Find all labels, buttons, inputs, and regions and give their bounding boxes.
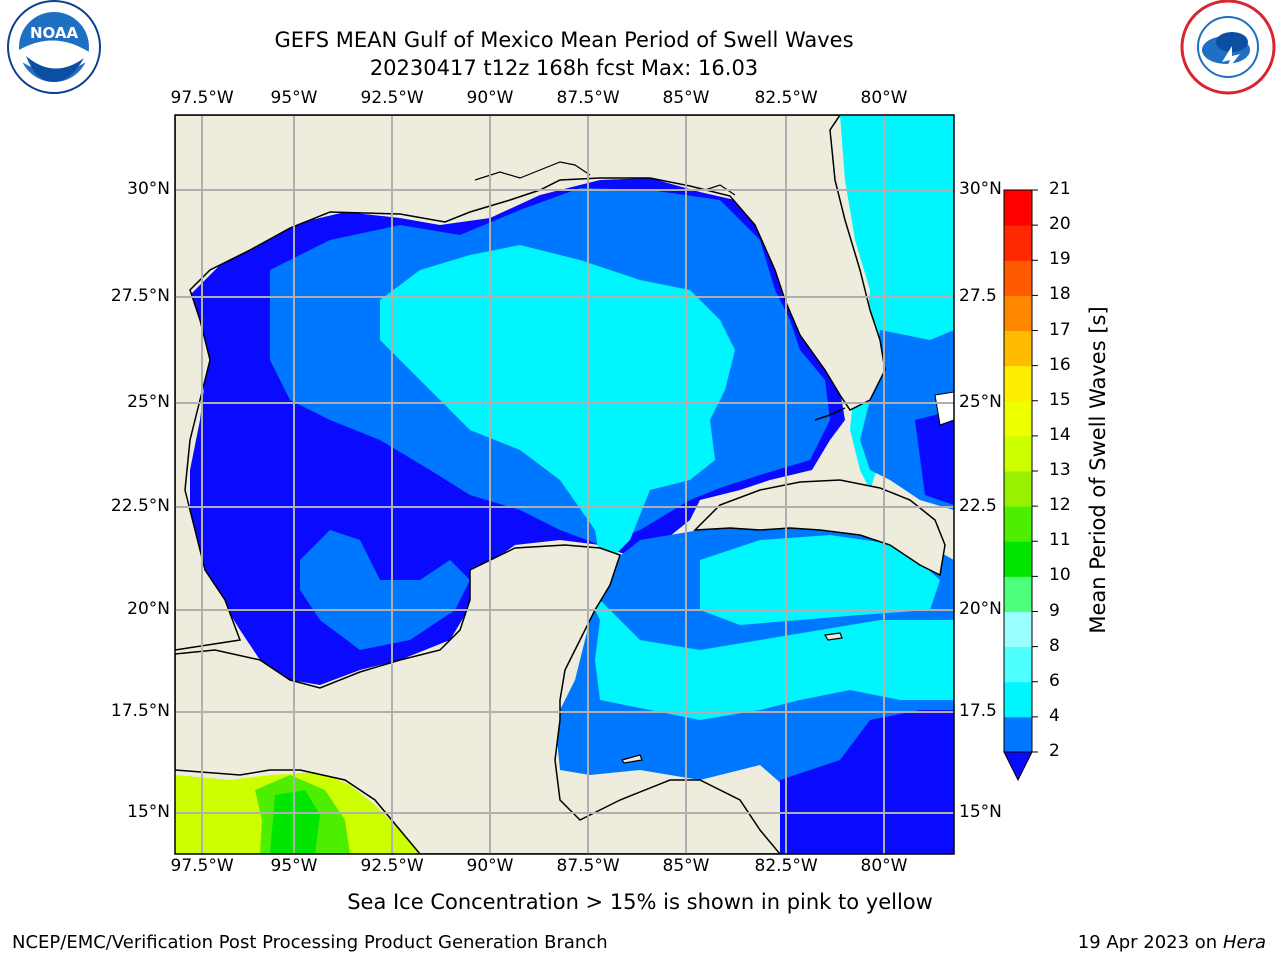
footer-left: NCEP/EMC/Verification Post Processing Pr… bbox=[12, 932, 608, 953]
colorbar-tick-label: 18 bbox=[1049, 284, 1071, 305]
colorbar-segment bbox=[1004, 225, 1032, 261]
graticule bbox=[175, 115, 954, 854]
lat-label-left: 25°N bbox=[127, 392, 170, 412]
lon-label-top: 92.5°W bbox=[360, 88, 424, 108]
lon-label-top: 85°W bbox=[662, 88, 710, 108]
colorbar-segment bbox=[1004, 716, 1032, 753]
colorbar-segment bbox=[1004, 576, 1032, 612]
colorbar-segment bbox=[1004, 435, 1032, 472]
colorbar-title: Mean Period of Swell Waves [s] bbox=[1086, 306, 1110, 634]
lon-label-top: 95°W bbox=[270, 88, 318, 108]
lon-label-bottom: 92.5°W bbox=[360, 856, 424, 876]
lat-label-right: 22.5 bbox=[959, 496, 997, 516]
colorbar-segment bbox=[1004, 681, 1032, 718]
lon-label-bottom: 85°W bbox=[662, 856, 710, 876]
lon-label-bottom: 97.5°W bbox=[170, 856, 234, 876]
lat-label-left: 30°N bbox=[127, 179, 170, 199]
colorbar-tick-label: 9 bbox=[1049, 600, 1060, 621]
colorbar-segment bbox=[1004, 190, 1032, 226]
lon-label-top: 80°W bbox=[860, 88, 908, 108]
colorbar-segment bbox=[1004, 295, 1032, 331]
colorbar-tick-label: 20 bbox=[1049, 214, 1071, 235]
colorbar-tick-label: 17 bbox=[1049, 319, 1071, 340]
colorbar-segment bbox=[1004, 260, 1032, 296]
lat-label-left: 27.5°N bbox=[110, 286, 170, 306]
colorbar-segment bbox=[1004, 611, 1032, 648]
map-frame bbox=[174, 114, 955, 855]
island bbox=[621, 754, 643, 764]
florida-keys bbox=[814, 407, 846, 421]
lat-label-left: 22.5°N bbox=[110, 496, 170, 516]
colorbar-segment bbox=[1004, 365, 1032, 402]
colorbar-extend-min bbox=[1003, 751, 1033, 782]
colorbar-segment bbox=[1004, 646, 1032, 683]
footer-date: 19 Apr 2023 on bbox=[1077, 932, 1218, 953]
colorbar-tick-label: 16 bbox=[1049, 354, 1071, 375]
lon-label-top: 87.5°W bbox=[556, 88, 620, 108]
lat-label-right: 25°N bbox=[959, 392, 1002, 412]
colorbar-tick-label: 8 bbox=[1049, 635, 1060, 656]
colorbar-segment bbox=[1004, 471, 1032, 507]
lat-label-right: 27.5 bbox=[959, 286, 997, 306]
lon-label-bottom: 90°W bbox=[466, 856, 514, 876]
lat-label-right: 20°N bbox=[959, 599, 1002, 619]
swell-contour-6-8-east bbox=[700, 535, 940, 625]
lat-label-right: 30°N bbox=[959, 179, 1002, 199]
footer-host: Hera bbox=[1222, 932, 1266, 953]
colorbar-tick-label: 21 bbox=[1049, 179, 1071, 199]
colorbar-tick-label: 19 bbox=[1049, 249, 1071, 270]
lon-label-bottom: 82.5°W bbox=[754, 856, 818, 876]
lon-label-bottom: 80°W bbox=[860, 856, 908, 876]
map-subtitle: 20230417 t12z 168h fcst Max: 16.03 bbox=[369, 56, 759, 80]
colorbar-tick-label: 14 bbox=[1049, 424, 1071, 445]
colorbar-tick-label: 13 bbox=[1049, 460, 1071, 480]
lon-label-top: 97.5°W bbox=[170, 88, 234, 108]
colorbar-tick-label: 6 bbox=[1049, 670, 1060, 691]
lat-label-left: 15°N bbox=[127, 802, 170, 822]
caption: Sea Ice Concentration > 15% is shown in … bbox=[347, 890, 933, 914]
land-mexico-west bbox=[175, 115, 886, 651]
lat-label-left: 17.5°N bbox=[110, 701, 170, 721]
lon-label-top: 90°W bbox=[466, 88, 514, 108]
land-yucatan bbox=[175, 544, 781, 854]
colorbar-tick-label: 10 bbox=[1049, 565, 1071, 586]
coast-detail bbox=[474, 161, 736, 196]
lon-label-bottom: 95°W bbox=[270, 856, 318, 876]
colorbar-tick-label: 4 bbox=[1049, 705, 1060, 726]
map-title: GEFS MEAN Gulf of Mexico Mean Period of … bbox=[274, 28, 854, 52]
colorbar-segment bbox=[1004, 330, 1032, 367]
lon-label-top: 82.5°W bbox=[754, 88, 818, 108]
colorbar-tick-label: 11 bbox=[1049, 530, 1071, 551]
colorbar-segment bbox=[1004, 506, 1032, 542]
colorbar-tick-label: 15 bbox=[1049, 389, 1071, 410]
colorbar bbox=[1003, 189, 1038, 782]
colorbar-tick-label: 12 bbox=[1049, 495, 1071, 516]
colorbar-segment bbox=[1004, 541, 1032, 577]
lat-label-right: 15°N bbox=[959, 802, 1002, 822]
colorbar-segment bbox=[1004, 400, 1032, 437]
footer-right: 19 Apr 2023 on Hera bbox=[1078, 932, 1266, 953]
swell-contour-atlantic-2-4 bbox=[915, 410, 954, 505]
lat-label-right: 17.5 bbox=[959, 701, 997, 721]
swell-contour-6-8 bbox=[380, 245, 954, 720]
lat-label-left: 20°N bbox=[127, 599, 170, 619]
swell-contour-4-6-south bbox=[300, 530, 470, 650]
island bbox=[824, 632, 843, 641]
bahamas bbox=[934, 391, 954, 426]
swell-contour-caribbean-2-4 bbox=[780, 710, 954, 854]
colorbar-tick-label: 2 bbox=[1049, 741, 1060, 761]
lon-label-bottom: 87.5°W bbox=[556, 856, 620, 876]
